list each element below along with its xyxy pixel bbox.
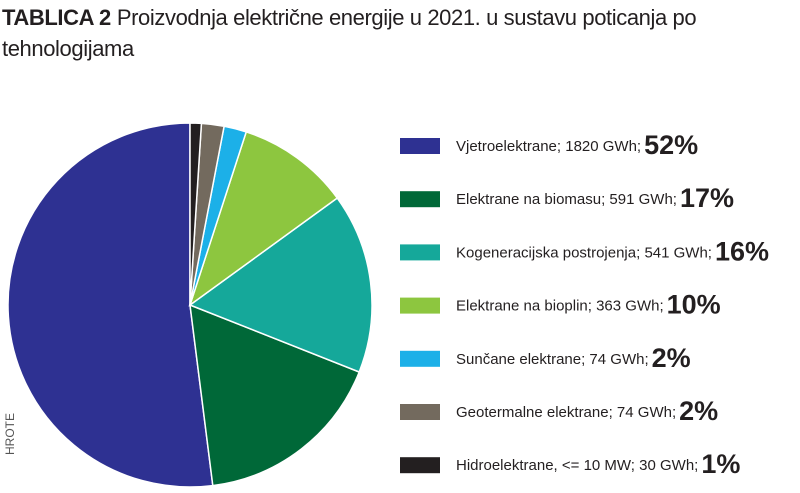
legend-entry: Geotermalne elektrane; 74 GWh; 2% [456,396,718,426]
legend-label: Kogeneracijska postrojenja; 541 GWh; [456,244,712,261]
legend-percent: 2% [652,343,691,373]
legend-entry: Kogeneracijska postrojenja; 541 GWh; 16% [456,237,769,267]
legend-label: Elektrane na bioplin; 363 GWh; [456,298,664,315]
title-label: TABLICA 2 [2,5,111,30]
pie-slice [188,130,339,307]
legend-label: Hidroelektrane, <= 10 MW; 30 GWh; [456,457,698,474]
legend-swatch [400,404,440,420]
legend-percent: 52% [644,130,698,160]
legend-swatch [400,244,440,261]
legend-entry: Sunčane elektrane; 74 GWh; 2% [456,343,691,373]
legend-swatch [400,350,440,367]
legend-percent: 10% [667,290,721,320]
pie-slice [189,303,361,487]
legend-percent: 16% [715,237,769,267]
legend-label: Vjetroelektrane; 1820 GWh; [456,138,641,155]
legend-label: Sunčane elektrane; 74 GWh; [456,351,649,368]
legend-percent: 2% [679,396,718,426]
title-block: TABLICA 2 Proizvodnja električne energije… [2,2,792,64]
legend-entry: Elektrane na bioplin; 363 GWh; 10% [456,290,721,320]
pie-slice [189,122,203,306]
legend-entry: Hidroelektrane, <= 10 MW; 30 GWh; 1% [456,449,740,479]
source: HROTE [3,413,17,455]
legend-label: Elektrane na biomasu; 591 GWh; [456,191,677,208]
pie-slice [188,196,373,373]
chart-title: Proizvodnja električne energije u 2021. … [2,5,697,61]
legend-entry: Elektrane na biomasu; 591 GWh; 17% [456,183,734,213]
legend-swatch [400,191,440,208]
legend-swatch [400,457,440,474]
legend-entry: Vjetroelektrane; 1820 GWh; 52% [456,130,698,160]
legend-label: Geotermalne elektrane; 74 GWh; [456,404,676,421]
legend-percent: 17% [680,183,734,213]
pie-slice [7,122,214,488]
legend-swatch [400,297,440,314]
legend-swatch [400,138,440,154]
legend-percent: 1% [701,449,740,479]
